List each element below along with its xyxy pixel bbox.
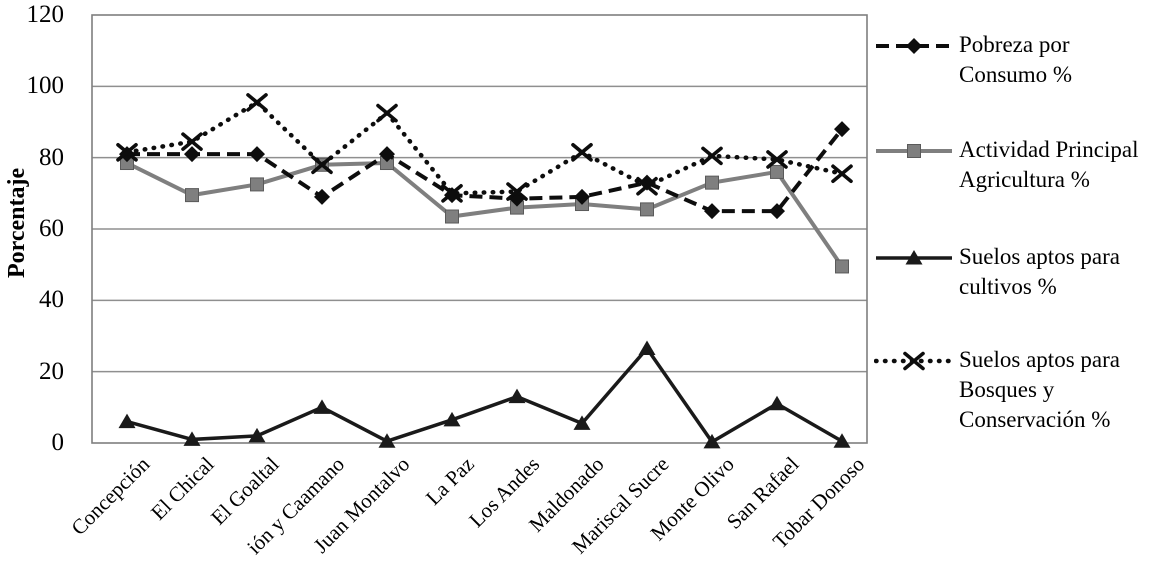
x-marker (571, 143, 593, 162)
x-marker (506, 182, 528, 201)
legend-label-line: Actividad Principal (959, 137, 1139, 162)
legend-label-line: cultivos % (959, 274, 1057, 299)
diamond-marker (639, 174, 655, 191)
triangle-marker (183, 431, 201, 446)
x-marker (636, 176, 658, 196)
square-marker (640, 202, 654, 217)
y-tick-label: 60 (39, 215, 64, 242)
square-marker (835, 259, 849, 274)
x-marker (903, 351, 925, 371)
y-tick-label: 120 (26, 1, 65, 28)
legend-sample-x (874, 351, 954, 371)
legend-item-actividad-principal-agricultura: Actividad Principal Agricultura % (874, 135, 1139, 195)
legend-item-pobreza-por-consumo: Pobreza por Consumo % (874, 30, 1072, 90)
y-tick-label: 100 (26, 72, 65, 100)
series-line-actividad-principal-agricultura (126, 160, 844, 268)
diamond-marker (184, 146, 200, 163)
legend-label-line: Bosques y (959, 377, 1055, 402)
x-marker (116, 143, 138, 162)
triangle-marker (905, 250, 923, 265)
legend-label-suelos-aptos-cultivos: Suelos aptos para cultivos % (959, 242, 1120, 302)
x-marker (311, 155, 333, 175)
legend-sample-diamond (876, 38, 952, 54)
triangle-marker (118, 413, 136, 429)
diamond-marker (769, 203, 785, 220)
x-marker (246, 93, 268, 112)
square-marker (770, 164, 784, 179)
diamond-marker (379, 146, 395, 163)
legend-item-suelos-aptos-bosques-conservacion: Suelos aptos para Bosques y Conservación % (874, 345, 1120, 435)
diamond-marker (314, 188, 330, 205)
legend-item-suelos-aptos-cultivos: Suelos aptos para cultivos % (874, 242, 1120, 302)
diamond-marker (574, 188, 590, 205)
x-marker (766, 150, 788, 169)
diamond-marker (834, 121, 850, 138)
square-marker (185, 188, 199, 203)
triangle-marker (378, 433, 396, 448)
legend-label-line: Consumo % (959, 62, 1073, 87)
legend: Pobreza por Consumo % Actividad Principal A… (872, 0, 1163, 580)
x-marker (831, 164, 853, 184)
square-marker (445, 209, 459, 224)
legend-label-suelos-aptos-bosques-conservacion: Suelos aptos para Bosques y Conservación % (959, 345, 1120, 435)
square-marker (705, 175, 719, 190)
legend-sample-triangle (876, 250, 952, 265)
legend-label-line: Pobreza por (959, 32, 1070, 57)
triangle-marker (248, 427, 266, 443)
diamond-marker (906, 38, 922, 54)
triangle-marker (313, 399, 331, 414)
y-tick-label: 40 (39, 286, 64, 314)
legend-label-line: Agricultura % (959, 167, 1090, 192)
legend-label-line: Suelos aptos para (959, 244, 1120, 269)
diamond-marker (704, 203, 720, 220)
square-marker (250, 177, 264, 192)
triangle-marker (638, 340, 656, 355)
x-marker (441, 184, 463, 203)
triangle-marker (768, 395, 786, 411)
series-line-pobreza-por-consumo (127, 127, 844, 214)
triangle-marker (833, 433, 851, 448)
series-line-suelos-aptos-cultivos (126, 345, 843, 445)
square-marker (907, 144, 921, 158)
legend-label-pobreza-por-consumo: Pobreza por Consumo % (959, 30, 1072, 90)
diamond-marker (249, 146, 265, 163)
x-marker (701, 146, 723, 166)
legend-sample-square (876, 144, 952, 158)
triangle-marker (443, 411, 461, 427)
triangle-marker (573, 415, 591, 430)
plot-border (91, 14, 868, 444)
legend-label-actividad-principal-agricultura: Actividad Principal Agricultura % (959, 135, 1139, 195)
y-tick-label: 0 (51, 429, 65, 456)
y-tick-label: 80 (39, 143, 64, 171)
x-marker (181, 132, 203, 151)
series-line-suelos-aptos-bosques-conservacion (124, 99, 845, 196)
legend-label-line: Suelos aptos para (959, 347, 1120, 372)
triangle-marker (703, 433, 721, 449)
y-tick-label: 20 (39, 357, 64, 385)
triangle-marker (508, 388, 526, 404)
x-marker (376, 103, 398, 123)
legend-label-line: Conservación % (959, 407, 1111, 432)
